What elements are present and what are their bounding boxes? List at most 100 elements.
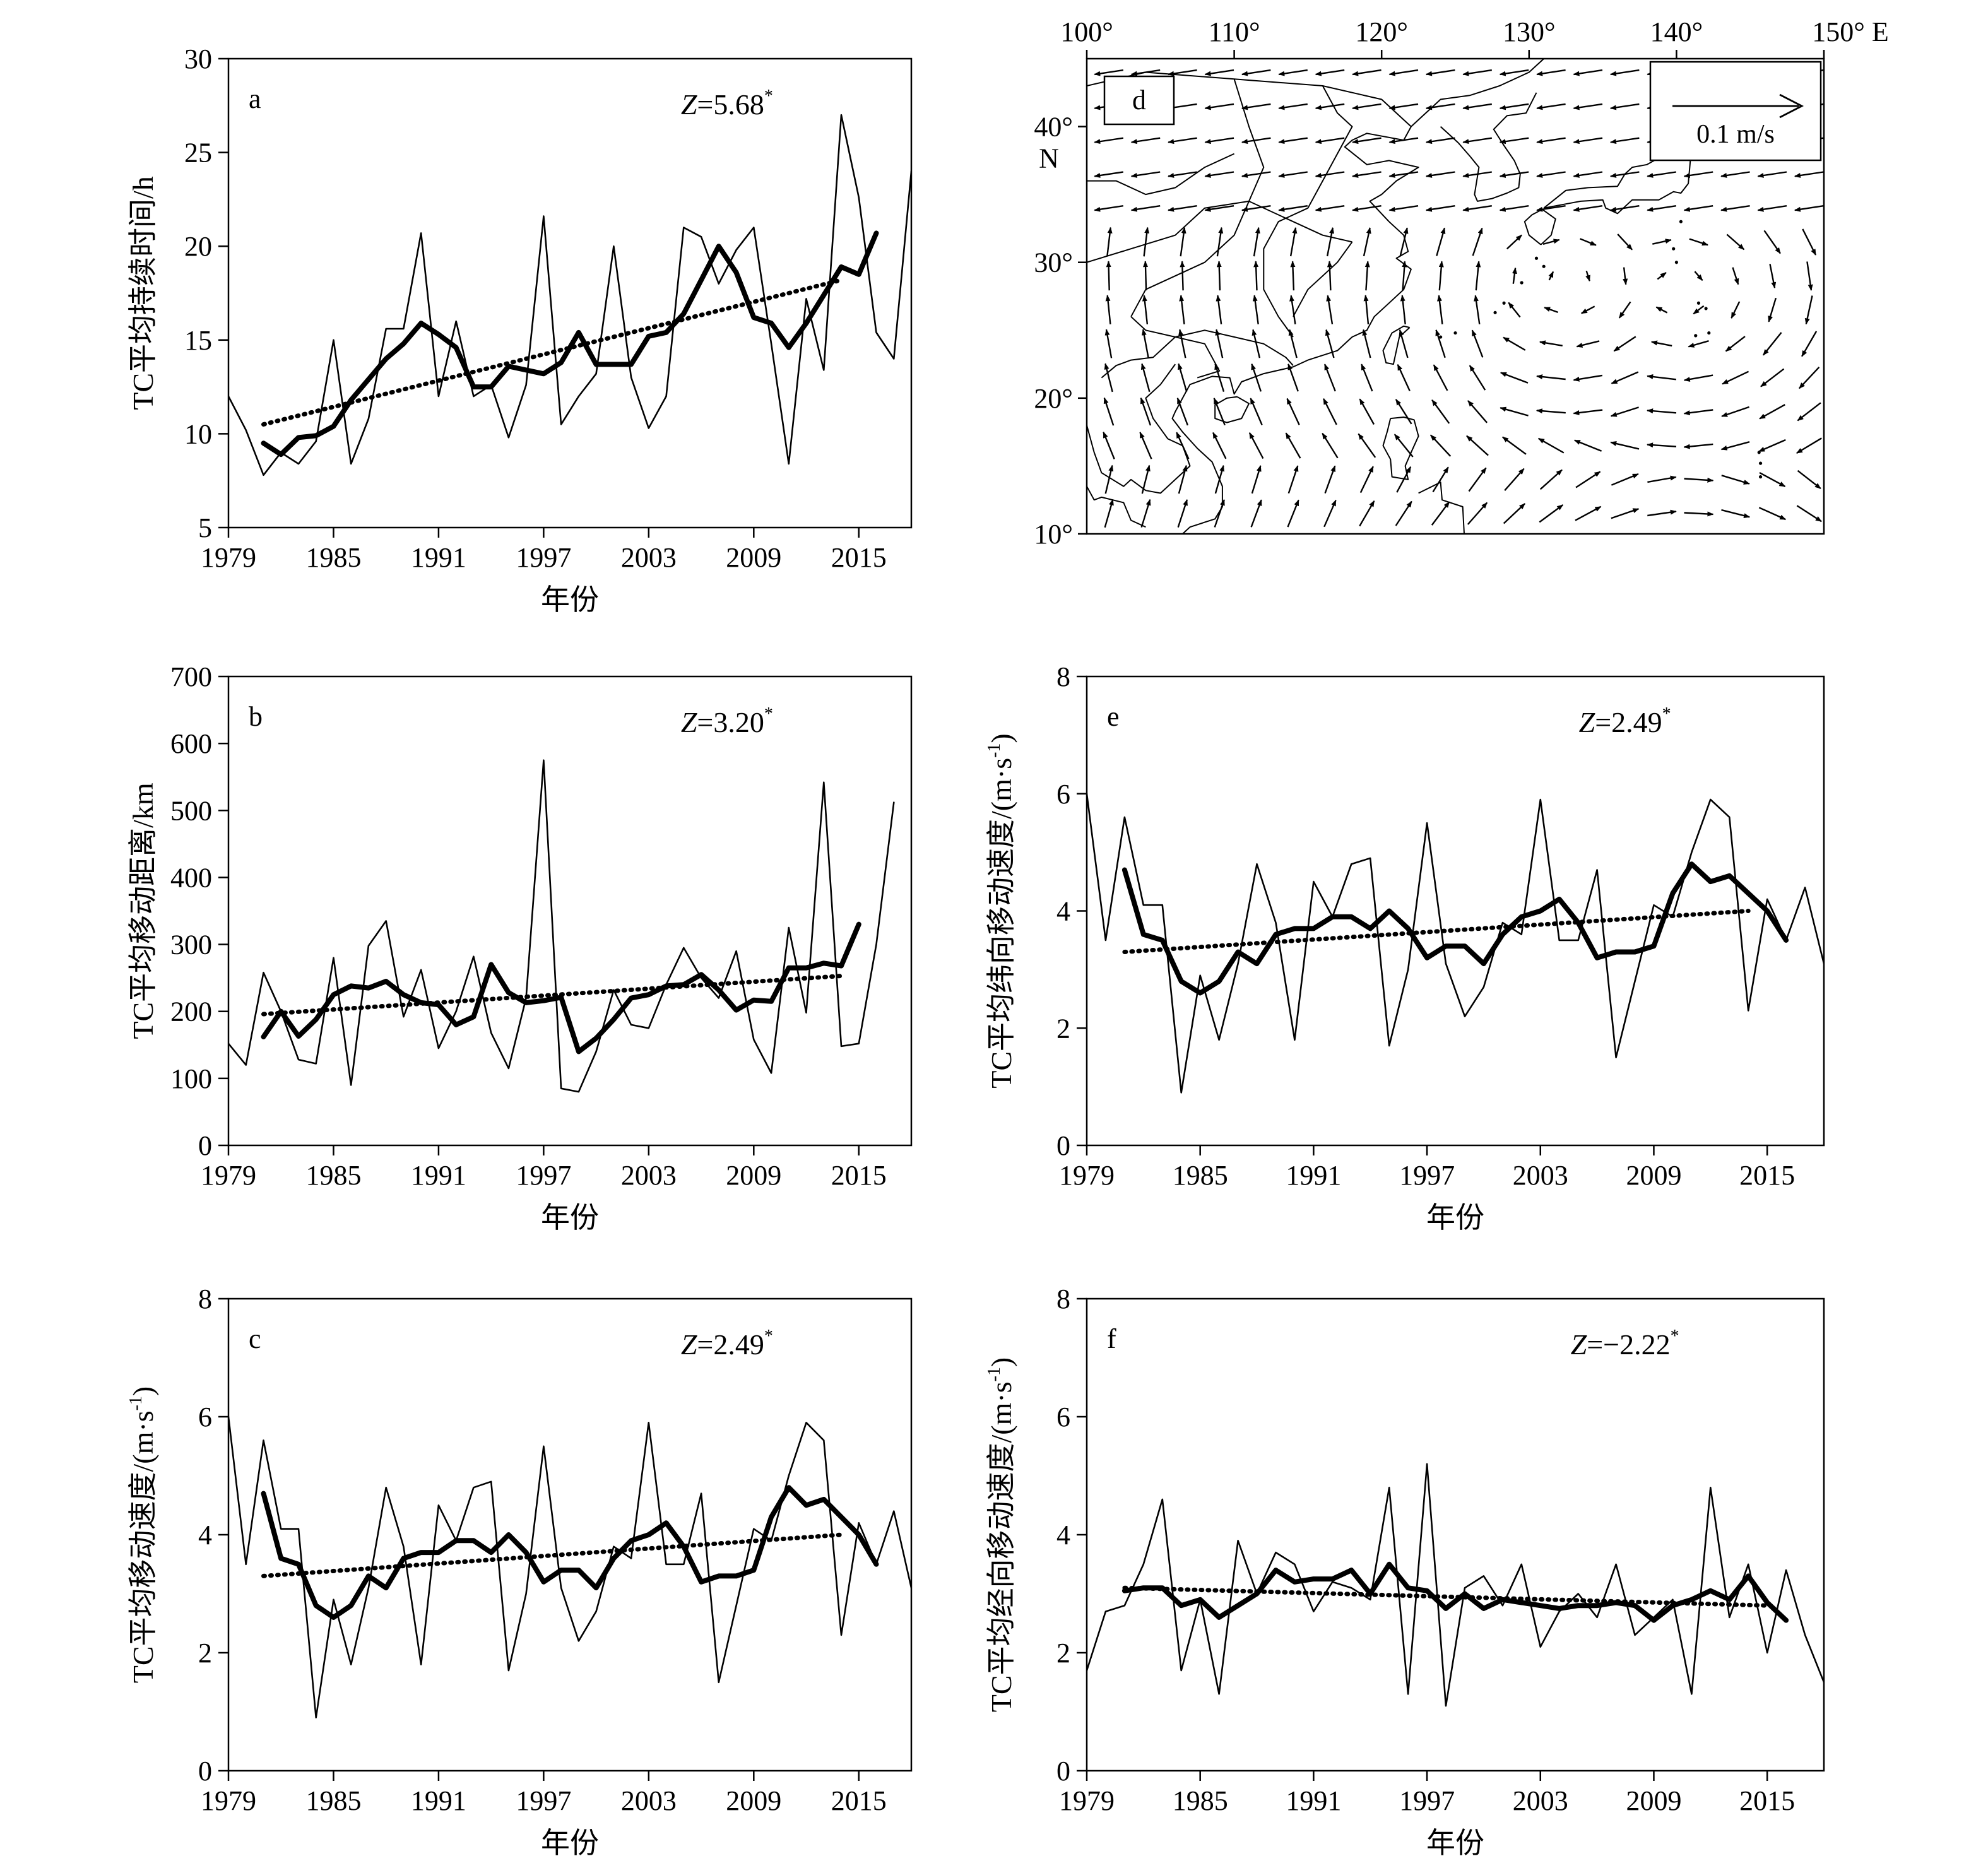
wind-vector [1359, 500, 1375, 527]
wind-vector [1363, 295, 1370, 325]
wind-vector [1503, 336, 1526, 351]
wind-vector [1178, 464, 1188, 494]
wind-vector [1212, 432, 1227, 459]
wind-vector [1143, 261, 1149, 291]
map-panel-d: 100° 110° 120° 130° 140° 150° E 40° 30° 20° 10° Nd… [1034, 16, 1888, 550]
coastline [1087, 363, 1191, 494]
wind-vector [1504, 468, 1525, 491]
wind-vector [1609, 171, 1640, 178]
wind-vector [1683, 443, 1713, 449]
coastline [1087, 200, 1352, 263]
wind-vector [1548, 271, 1554, 281]
x-axis-label: 年份 [1426, 1827, 1484, 1859]
wind-vector [1288, 329, 1298, 358]
coastline [1524, 208, 1556, 245]
wind-vector [1103, 397, 1115, 426]
wind-vector [1647, 442, 1677, 448]
plot-frame [1086, 675, 1825, 1147]
wind-vector [1106, 261, 1111, 291]
wind-vector [1499, 103, 1529, 110]
wind-vector [1618, 301, 1631, 319]
lon-tick-label: 120° [1355, 16, 1408, 47]
wind-vector [1609, 137, 1640, 145]
wind-vector [1251, 329, 1261, 358]
wind-vector [1573, 69, 1603, 76]
wind-vector [1397, 363, 1411, 391]
wind-vector [1315, 69, 1345, 76]
x-tick-label: 1979 [1059, 1785, 1115, 1816]
z-variable: Z [1579, 706, 1595, 738]
coastline [1293, 241, 1353, 317]
wind-vector [1250, 398, 1263, 425]
x-tick-label: 1985 [1173, 1160, 1228, 1191]
wind-vector [1168, 171, 1197, 178]
coastline [1382, 417, 1419, 480]
wind-vector [1647, 475, 1677, 483]
wind-vector [1315, 103, 1345, 110]
wind-vector [1323, 398, 1337, 425]
lon-tick-label: 110° [1209, 16, 1260, 47]
wind-vector [1327, 261, 1332, 291]
island-dot [1758, 475, 1763, 479]
wind-vector [1720, 205, 1750, 212]
y-tick-label: 6 [1056, 1402, 1070, 1433]
wind-vector [1104, 329, 1113, 358]
island-dot [1520, 281, 1524, 285]
wind-vector [1278, 103, 1308, 110]
z-value: =−2.22 [1587, 1328, 1670, 1361]
wind-vector [1204, 205, 1234, 212]
series-line-dotted-trend [1122, 909, 1751, 954]
x-axis-label: 年份 [541, 584, 599, 616]
z-variable: Z [681, 706, 697, 738]
y-axis-label-end: ) [985, 1357, 1017, 1367]
wind-vector [1720, 441, 1750, 451]
wind-vector [1326, 295, 1334, 324]
series-line-thick [261, 230, 879, 458]
wind-vector [1253, 227, 1260, 257]
wind-vector [1499, 171, 1529, 178]
wind-vector [1794, 171, 1824, 178]
wind-vector [1178, 329, 1186, 358]
series-line-thin [228, 1415, 911, 1719]
wind-vector [1536, 205, 1566, 212]
wind-vector [1508, 302, 1521, 318]
y-axis-label-sup: -1 [985, 1367, 1004, 1381]
wind-vector [1647, 205, 1676, 212]
wind-vector [1395, 399, 1412, 425]
wind-vector [1721, 406, 1749, 417]
wind-vector [1130, 69, 1161, 76]
chart-panel-b: 0 100 200 300 400 500 600 700 1979 1985 1991 1997 20… [127, 661, 913, 1234]
wind-vector [1609, 103, 1640, 110]
wind-vector [1362, 329, 1371, 358]
wind-vector [1388, 171, 1419, 178]
y-tick-label: 2 [198, 1638, 212, 1669]
wind-vector [1722, 370, 1749, 385]
y-tick-label: 8 [1056, 661, 1070, 692]
x-tick-label: 1985 [305, 1785, 361, 1816]
z-value: =2.49 [1595, 706, 1662, 738]
y-axis-label-sup: -1 [985, 743, 1004, 758]
y-tick-label: 200 [170, 996, 212, 1027]
wind-vector [1462, 103, 1492, 110]
panel-label: d [1132, 85, 1146, 115]
wind-vector [1475, 261, 1481, 291]
series-group [1087, 1463, 1824, 1707]
wind-vector [1204, 171, 1234, 178]
wind-vector [1499, 137, 1529, 145]
wind-vector [1435, 329, 1446, 358]
y-tick-label: 4 [1056, 896, 1070, 927]
wind-vector [1322, 432, 1339, 459]
wind-vector [1657, 272, 1667, 280]
wind-vector [1315, 205, 1345, 212]
wind-vector [1539, 469, 1563, 490]
x-tick-label: 1991 [411, 1785, 466, 1816]
wind-vector [1613, 336, 1636, 352]
y-axis-label: TC平均移动距离/km [127, 783, 159, 1039]
wind-vector [1213, 398, 1226, 426]
y-tick-label: 0 [198, 1130, 212, 1161]
y-axis-label-sup: -1 [126, 1396, 146, 1410]
coastline [1263, 85, 1353, 338]
x-tick-label: 2015 [831, 1785, 887, 1816]
y-axis-label: TC平均经向移动速度/(m·s-1) [985, 1357, 1017, 1713]
x-tick-label: 1991 [1286, 1785, 1341, 1816]
